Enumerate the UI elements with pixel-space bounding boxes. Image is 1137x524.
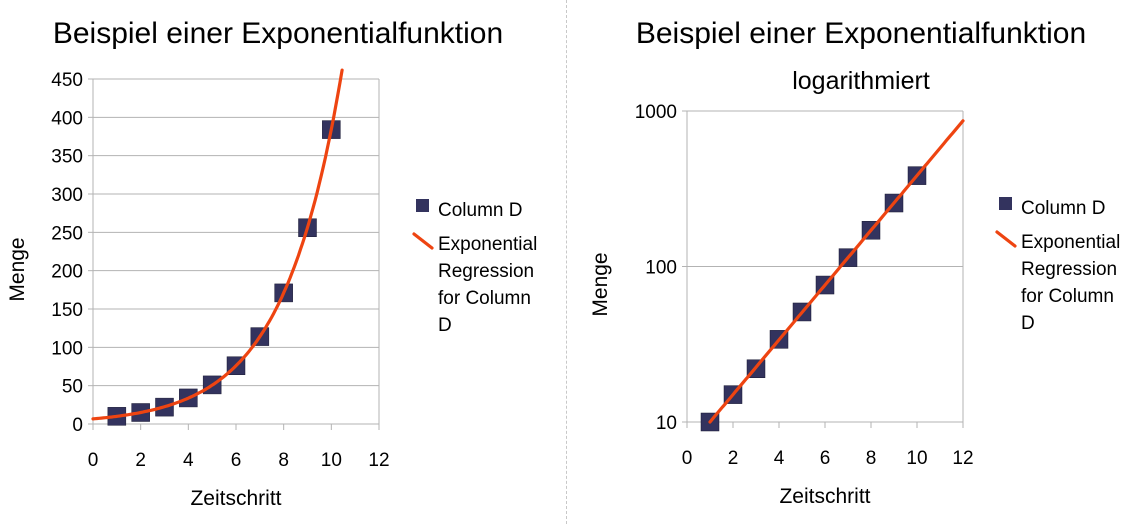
y-tick-label: 100: [51, 338, 83, 359]
y-tick-label: 400: [51, 108, 83, 129]
y-tick-label: 50: [62, 377, 83, 398]
x-tick-label: 4: [183, 450, 194, 471]
legend-label-points: Column D: [1021, 198, 1105, 219]
chart-subtitle: logarithmiert: [792, 67, 930, 95]
x-tick-label: 8: [278, 450, 289, 471]
x-tick-label: 12: [368, 450, 389, 471]
x-tick-label: 8: [866, 448, 877, 469]
x-axis-title: Zeitschritt: [190, 487, 281, 510]
legend-label-line-part: for Column: [1021, 286, 1114, 307]
legend-label-line-part: Exponential: [1021, 232, 1120, 253]
legend-label-line-part: D: [438, 315, 452, 336]
x-tick-label: 4: [774, 448, 785, 469]
legend-label-line: Exponential Regression for Column D: [1021, 232, 1120, 334]
y-tick-label: 0: [72, 415, 83, 436]
x-tick-label: 10: [321, 450, 342, 471]
x-tick-label: 0: [682, 448, 693, 469]
legend-label-line-part: Regression: [1021, 259, 1117, 280]
y-tick-label: 10: [656, 413, 677, 434]
x-tick-label: 2: [135, 450, 146, 471]
y-tick-label: 450: [51, 70, 83, 91]
legend-label-line-part: Exponential: [438, 234, 537, 255]
x-tick-label: 6: [231, 450, 242, 471]
x-tick-label: 2: [728, 448, 739, 469]
legend-label-line-part: D: [1021, 313, 1035, 334]
regression-line: [708, 119, 965, 424]
legend-marker-points: [416, 199, 429, 212]
legend-marker-points: [999, 197, 1012, 210]
y-tick-label: 350: [51, 147, 83, 168]
y-axis-title: Menge: [6, 237, 29, 301]
x-tick-label: 10: [906, 448, 927, 469]
y-tick-label: 150: [51, 300, 83, 321]
legend-label-line-part: for Column: [438, 288, 531, 309]
legend-label-line: Exponential Regression for Column D: [438, 234, 537, 336]
x-axis-title: Zeitschritt: [779, 485, 870, 508]
panel-divider: [566, 0, 567, 524]
y-tick-label: 100: [645, 258, 677, 279]
legend-label-line-part: Regression: [438, 261, 534, 282]
y-tick-label: 250: [51, 223, 83, 244]
chart-title: Beispiel einer Exponentialfunktion: [53, 17, 503, 50]
legend-label-points: Column D: [438, 200, 522, 221]
y-tick-label: 200: [51, 262, 83, 283]
x-tick-label: 12: [952, 448, 973, 469]
x-tick-label: 6: [820, 448, 831, 469]
legend-marker-line: [995, 230, 1017, 248]
legend-marker-line: [412, 232, 434, 250]
y-axis-title: Menge: [589, 252, 612, 316]
y-tick-label: 1000: [635, 102, 677, 123]
chart-title: Beispiel einer Exponentialfunktion: [636, 17, 1086, 50]
x-tick-label: 0: [88, 450, 99, 471]
y-tick-label: 300: [51, 185, 83, 206]
regression-line: [91, 68, 344, 421]
